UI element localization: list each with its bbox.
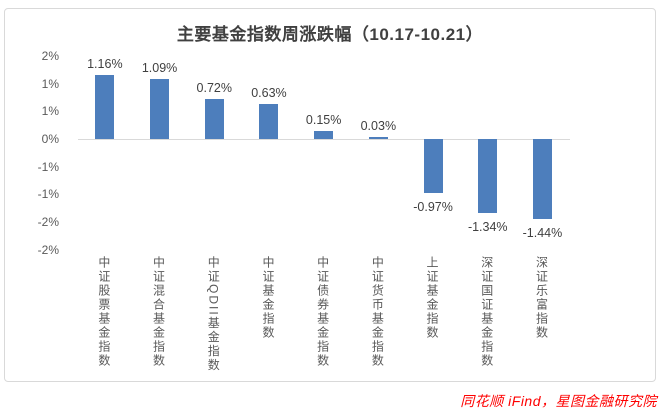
- bar-value-label: 0.63%: [251, 86, 287, 101]
- y-axis-tick-label: 2%: [41, 49, 59, 63]
- chart-container: 主要基金指数周涨跌幅（10.17-10.21） 2% 1% 1% 0% -1% -1% -2…: [4, 8, 656, 382]
- bar: [532, 139, 552, 219]
- x-axis-category-label: 中证股票基金指数: [96, 256, 111, 368]
- x-axis-category-label: 中证货币基金指数: [370, 256, 385, 368]
- bar: [150, 78, 170, 139]
- y-axis-tick-label: -2%: [37, 214, 59, 229]
- x-axis-category-label: 中证债券基金指数: [315, 256, 330, 368]
- x-axis-category-label: 中证基金指数: [260, 256, 275, 340]
- bar: [259, 104, 279, 139]
- x-axis-category-label: 上证基金指数: [425, 256, 440, 340]
- y-axis-tick-label: -2%: [37, 242, 59, 257]
- y-axis-tick-label: 1%: [41, 76, 59, 91]
- y-axis-tick-label: -1%: [37, 187, 59, 202]
- y-axis-tick-label: 0%: [41, 131, 59, 146]
- bar: [314, 130, 334, 139]
- y-axis-tick-label: -1%: [37, 159, 59, 174]
- x-axis-category-label: 深证国证基金指数: [479, 256, 494, 368]
- bar-value-label: 1.09%: [141, 60, 178, 75]
- x-axis-line: [77, 138, 570, 140]
- bar: [478, 139, 498, 214]
- x-axis-category-label: 中证混合基金指数: [151, 256, 166, 368]
- y-axis-tick-label: 1%: [41, 104, 59, 119]
- bar-value-label: 0.03%: [360, 119, 397, 133]
- x-axis-category-label: 中证QDII基金指数: [206, 256, 221, 373]
- bar: [368, 137, 388, 139]
- bar: [423, 139, 443, 193]
- bar-value-label: -0.97%: [413, 199, 453, 214]
- x-axis-category-label: 深证乐富指数: [534, 256, 549, 340]
- bar-value-label: -1.44%: [522, 225, 563, 240]
- bar-value-label: 0.15%: [305, 112, 342, 127]
- bar-value-label: 0.72%: [196, 81, 232, 96]
- source-credit: 同花顺 iFind，星图金融研究院: [460, 393, 657, 409]
- chart-title: 主要基金指数周涨跌幅（10.17-10.21）: [176, 25, 484, 44]
- bar: [204, 99, 224, 139]
- bar-value-label: -1.34%: [467, 220, 508, 235]
- bar-value-label: 1.16%: [87, 56, 123, 71]
- bar: [95, 74, 115, 139]
